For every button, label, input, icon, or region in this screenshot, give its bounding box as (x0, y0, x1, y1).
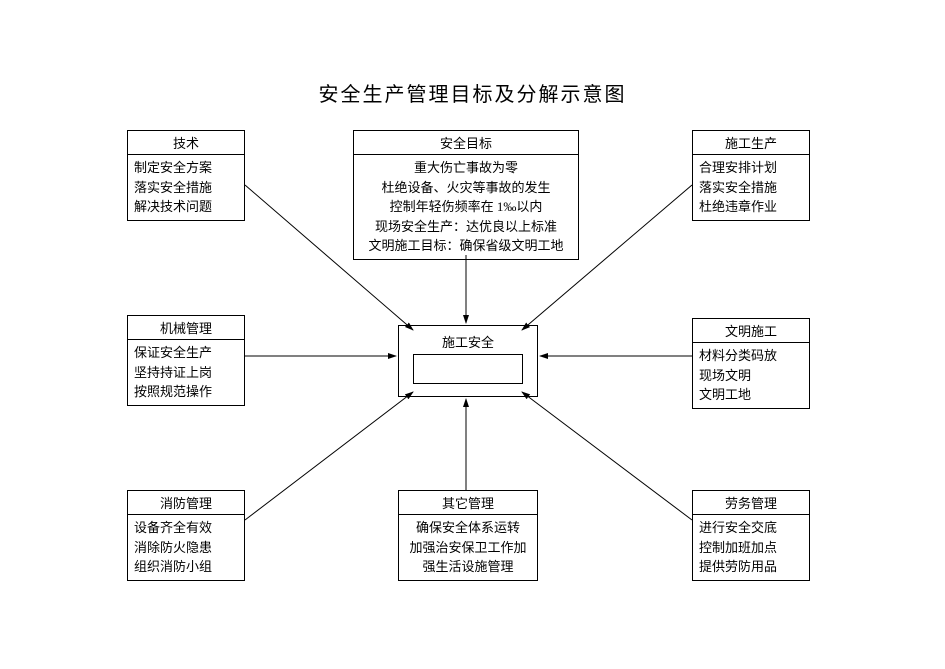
node-other: 其它管理 确保安全体系运转加强治安保卫工作加强生活设施管理 (398, 490, 538, 581)
node-line: 落实安全措施 (134, 178, 238, 198)
node-machinery: 机械管理 保证安全生产坚持持证上岗按照规范操作 (127, 315, 245, 406)
edge-arrow (522, 392, 692, 520)
node-civil-header: 文明施工 (693, 319, 809, 343)
node-labor-header: 劳务管理 (693, 491, 809, 515)
node-tech-header: 技术 (128, 131, 244, 155)
node-line: 坚持持证上岗 (134, 363, 238, 383)
node-line: 文明工地 (699, 385, 803, 405)
node-civil-body: 材料分类码放现场文明文明工地 (693, 343, 809, 408)
node-other-body: 确保安全体系运转加强治安保卫工作加强生活设施管理 (399, 515, 537, 580)
node-line: 控制加班加点 (699, 538, 803, 558)
node-line: 文明施工目标：确保省级文明工地 (360, 236, 572, 256)
node-fire-header: 消防管理 (128, 491, 244, 515)
node-center-label: 施工安全 (442, 332, 494, 351)
node-line: 现场安全生产：达优良以上标准 (360, 217, 572, 237)
node-line: 落实安全措施 (699, 178, 803, 198)
node-line: 设备齐全有效 (134, 518, 238, 538)
node-line: 按照规范操作 (134, 382, 238, 402)
node-machinery-header: 机械管理 (128, 316, 244, 340)
node-line: 进行安全交底 (699, 518, 803, 538)
node-labor: 劳务管理 进行安全交底控制加班加点提供劳防用品 (692, 490, 810, 581)
node-labor-body: 进行安全交底控制加班加点提供劳防用品 (693, 515, 809, 580)
node-line: 制定安全方案 (134, 158, 238, 178)
node-fire: 消防管理 设备齐全有效消除防火隐患组织消防小组 (127, 490, 245, 581)
node-line: 消除防火隐患 (134, 538, 238, 558)
node-line: 杜绝设备、火灾等事故的发生 (360, 178, 572, 198)
node-line: 提供劳防用品 (699, 557, 803, 577)
node-production-header: 施工生产 (693, 131, 809, 155)
node-machinery-body: 保证安全生产坚持持证上岗按照规范操作 (128, 340, 244, 405)
node-center: 施工安全 (398, 325, 538, 397)
node-fire-body: 设备齐全有效消除防火隐患组织消防小组 (128, 515, 244, 580)
node-other-header: 其它管理 (399, 491, 537, 515)
node-production-body: 合理安排计划落实安全措施杜绝违章作业 (693, 155, 809, 220)
node-tech: 技术 制定安全方案落实安全措施解决技术问题 (127, 130, 245, 221)
node-line: 保证安全生产 (134, 343, 238, 363)
node-goal-header: 安全目标 (354, 131, 578, 155)
node-line: 组织消防小组 (134, 557, 238, 577)
node-civil: 文明施工 材料分类码放现场文明文明工地 (692, 318, 810, 409)
node-center-inner (413, 354, 523, 384)
node-line: 重大伤亡事故为零 (360, 158, 572, 178)
node-line: 材料分类码放 (699, 346, 803, 366)
node-line: 控制年轻伤频率在 1‰以内 (360, 197, 572, 217)
diagram-title: 安全生产管理目标及分解示意图 (0, 78, 945, 107)
node-line: 合理安排计划 (699, 158, 803, 178)
node-line: 加强治安保卫工作加 (405, 538, 531, 558)
node-line: 确保安全体系运转 (405, 518, 531, 538)
node-goal: 安全目标 重大伤亡事故为零杜绝设备、火灾等事故的发生控制年轻伤频率在 1‰以内现… (353, 130, 579, 260)
node-tech-body: 制定安全方案落实安全措施解决技术问题 (128, 155, 244, 220)
edge-arrow (245, 392, 413, 520)
node-line: 杜绝违章作业 (699, 197, 803, 217)
node-line: 解决技术问题 (134, 197, 238, 217)
node-production: 施工生产 合理安排计划落实安全措施杜绝违章作业 (692, 130, 810, 221)
node-goal-body: 重大伤亡事故为零杜绝设备、火灾等事故的发生控制年轻伤频率在 1‰以内现场安全生产… (354, 155, 578, 259)
node-line: 现场文明 (699, 366, 803, 386)
node-line: 强生活设施管理 (405, 557, 531, 577)
